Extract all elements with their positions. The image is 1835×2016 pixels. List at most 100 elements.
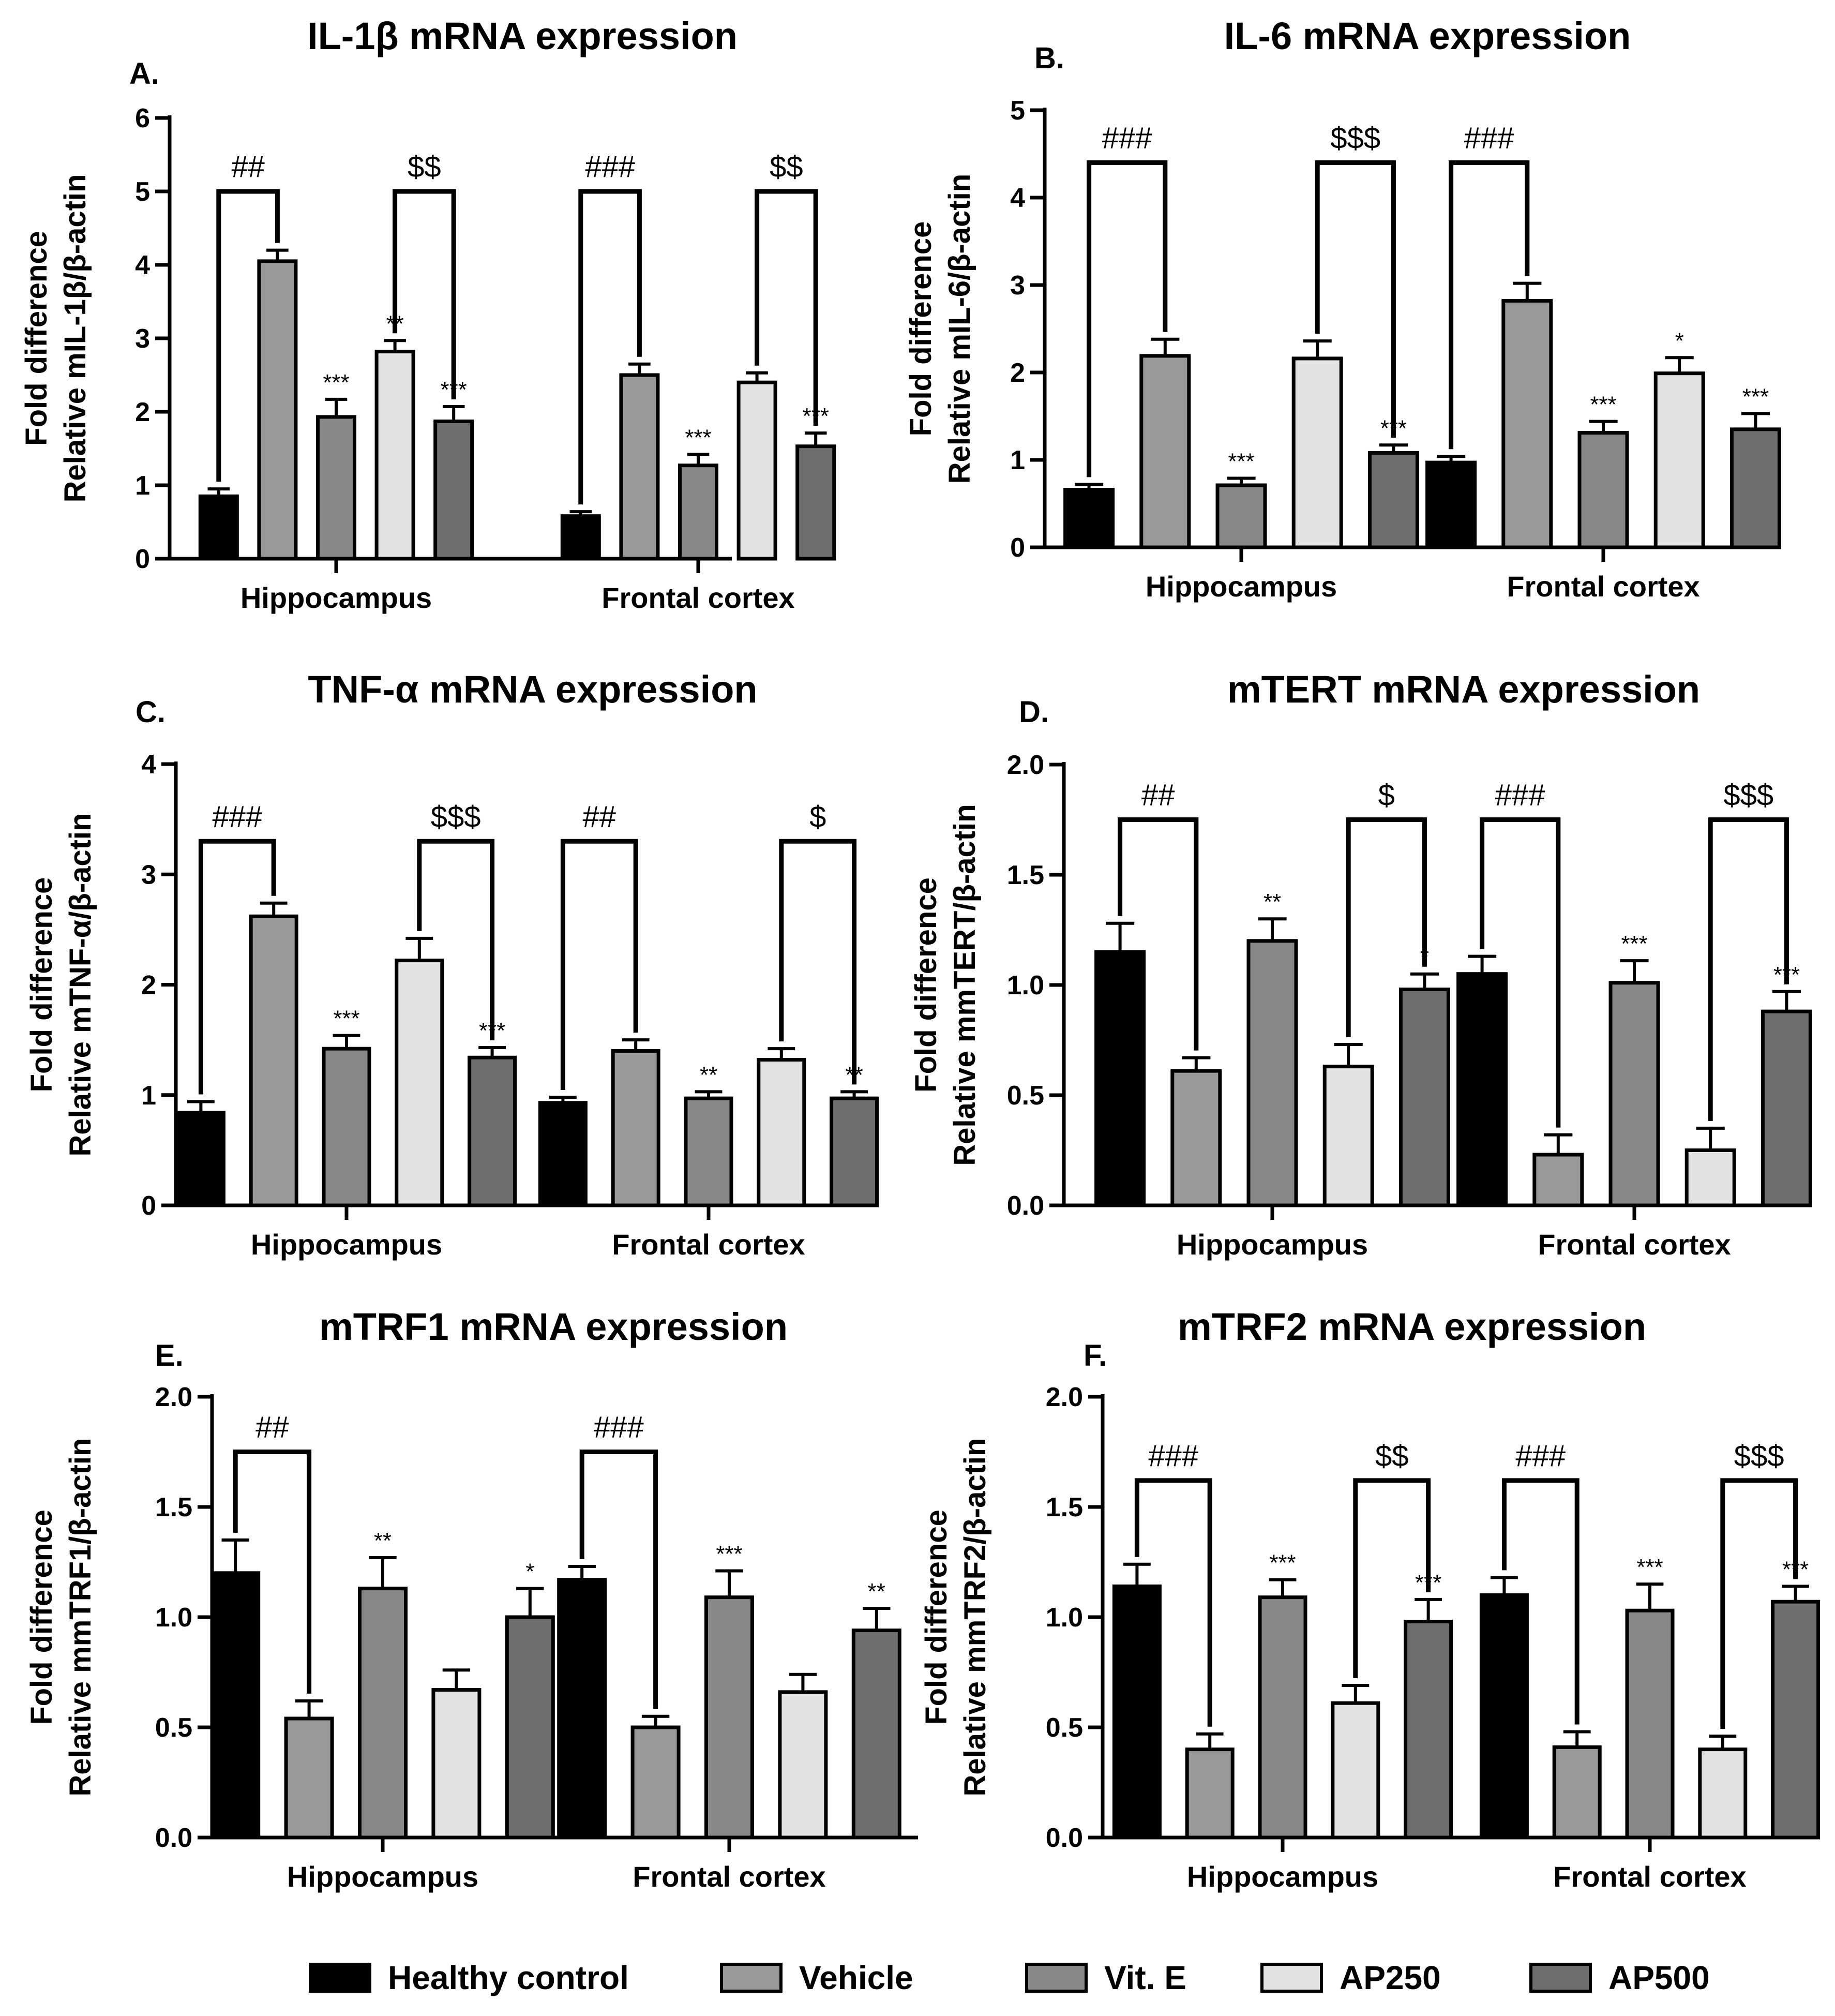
chart-title: mTRF2 mRNA expression — [1178, 1305, 1646, 1348]
bar-ap250 — [395, 959, 444, 1207]
y-tick-label: 1 — [141, 1081, 156, 1111]
y-tick-label: 0.0 — [1046, 1823, 1083, 1853]
y-axis-label-line2: Relative mmTERT/β-actin — [948, 804, 982, 1166]
x-tick-label: Hippocampus — [1146, 570, 1337, 603]
bar-healthy-control — [176, 1111, 225, 1207]
bar-vit-e — [704, 1595, 754, 1840]
bar-vehicle — [1532, 1153, 1584, 1207]
significance-label: *** — [1636, 1555, 1663, 1580]
bracket-label: ### — [1515, 1439, 1566, 1473]
bracket-label: ### — [212, 800, 262, 833]
bar-healthy-control — [1425, 460, 1477, 549]
chart-title: IL-1β mRNA expression — [307, 14, 738, 57]
y-tick-label: 4 — [141, 750, 156, 780]
bar-ap250 — [1698, 1748, 1748, 1840]
legend-swatch — [1529, 1963, 1592, 1993]
bracket-label: $$$ — [1734, 1439, 1784, 1473]
significance-bracket — [1087, 160, 1168, 477]
y-axis-label-line2: Relative mmTRF2/β-actin — [958, 1438, 992, 1797]
significance-label: ** — [374, 1528, 392, 1554]
bracket-label: ## — [231, 150, 265, 184]
bar-ap500 — [795, 444, 836, 561]
significance-label: *** — [1228, 449, 1254, 474]
bar-vehicle — [1170, 1069, 1222, 1207]
panel-d: mTERT mRNA expression D. Fold difference Re… — [909, 668, 1812, 1261]
bar-ap250 — [757, 1058, 806, 1207]
y-tick-label: 1.0 — [155, 1603, 192, 1633]
significance-bracket — [1346, 817, 1427, 1038]
bar-ap250 — [1653, 371, 1705, 549]
significance-label: *** — [685, 425, 711, 450]
y-tick-label: 0 — [135, 544, 150, 574]
significance-bracket — [578, 189, 642, 505]
panel-label: D. — [1019, 695, 1049, 729]
x-tick-label: Frontal cortex — [601, 581, 794, 614]
y-axis-label: Fold difference Relative mIL-1β/β-actin — [20, 174, 92, 503]
y-axis-label-line2: Relative mIL-6/β-actin — [943, 174, 976, 484]
panel-label: C. — [136, 695, 166, 729]
y-tick-label: 5 — [135, 177, 150, 207]
bar-vehicle — [249, 914, 298, 1207]
bar-healthy-control — [1479, 1593, 1529, 1840]
panel-label: B. — [1034, 41, 1064, 75]
bar-ap500 — [851, 1629, 901, 1840]
significance-label: *** — [1621, 931, 1647, 957]
significance-bracket — [1315, 160, 1396, 438]
y-tick-label: 4 — [135, 250, 150, 280]
significance-label: * — [1675, 328, 1684, 353]
significance-label: *** — [1742, 384, 1769, 409]
bracket-label: ### — [1464, 121, 1514, 155]
significance-label: ** — [700, 1062, 717, 1087]
bar-vit-e — [1577, 431, 1629, 549]
x-tick-label: Frontal cortex — [1507, 570, 1699, 603]
legend-swatch — [1260, 1963, 1323, 1993]
significance-bracket — [216, 189, 280, 482]
significance-bracket — [233, 1450, 312, 1694]
significance-label: *** — [1590, 392, 1616, 417]
significance-bracket — [755, 189, 818, 426]
y-tick-label: 1.5 — [155, 1492, 192, 1522]
y-tick-label: 1.0 — [1007, 970, 1044, 1000]
x-tick-label: Hippocampus — [251, 1228, 442, 1261]
bar-ap250 — [1291, 356, 1343, 549]
bar-ap500 — [830, 1096, 879, 1207]
legend-label: Vehicle — [799, 1959, 913, 1996]
y-axis-label: Fold difference Relative mTNF-α/β-actin — [25, 813, 97, 1156]
bar-ap250 — [1684, 1148, 1736, 1207]
y-axis-label-line1: Fold difference — [20, 231, 53, 446]
bracket-label: ### — [585, 150, 635, 184]
significance-label: ** — [868, 1579, 885, 1604]
y-tick-label: 1.5 — [1007, 860, 1044, 890]
bracket-label: $$$ — [1723, 779, 1773, 812]
bar-healthy-control — [560, 514, 601, 561]
significance-bracket — [560, 839, 638, 1091]
y-axis-label: Fold difference Relative mmTRF1/β-actin — [25, 1438, 97, 1797]
bar-ap500 — [1398, 988, 1450, 1207]
bar-vehicle — [257, 259, 298, 561]
legend-swatch — [1025, 1963, 1088, 1993]
y-axis-label-line1: Fold difference — [904, 221, 938, 437]
chart-title: mTRF1 mRNA expression — [319, 1305, 788, 1348]
bar-vit-e — [316, 415, 356, 561]
legend-swatch — [720, 1963, 783, 1993]
legend-label: AP250 — [1340, 1959, 1441, 1996]
bar-vit-e — [1258, 1595, 1307, 1840]
significance-bracket — [1708, 817, 1789, 1121]
panel-label: F. — [1084, 1339, 1107, 1372]
bar-vit-e — [1246, 939, 1298, 1207]
y-tick-label: 1.0 — [1046, 1603, 1083, 1633]
y-axis-label: Fold difference Relative mmTERT/β-actin — [909, 804, 982, 1166]
legend-label: Healthy control — [388, 1959, 629, 1996]
y-tick-label: 1 — [1010, 445, 1025, 475]
bar-vehicle — [630, 1725, 681, 1840]
significance-bracket — [393, 189, 456, 400]
significance-bracket — [1480, 817, 1561, 1128]
bracket-label: $$$ — [1330, 121, 1380, 155]
y-tick-label: 4 — [1010, 183, 1025, 213]
bar-vehicle — [1185, 1748, 1235, 1840]
bar-vit-e — [1215, 483, 1267, 549]
y-axis-label-line2: Relative mTNF-α/β-actin — [64, 813, 97, 1156]
bar-ap250 — [778, 1690, 828, 1840]
bar-ap500 — [1404, 1620, 1453, 1840]
